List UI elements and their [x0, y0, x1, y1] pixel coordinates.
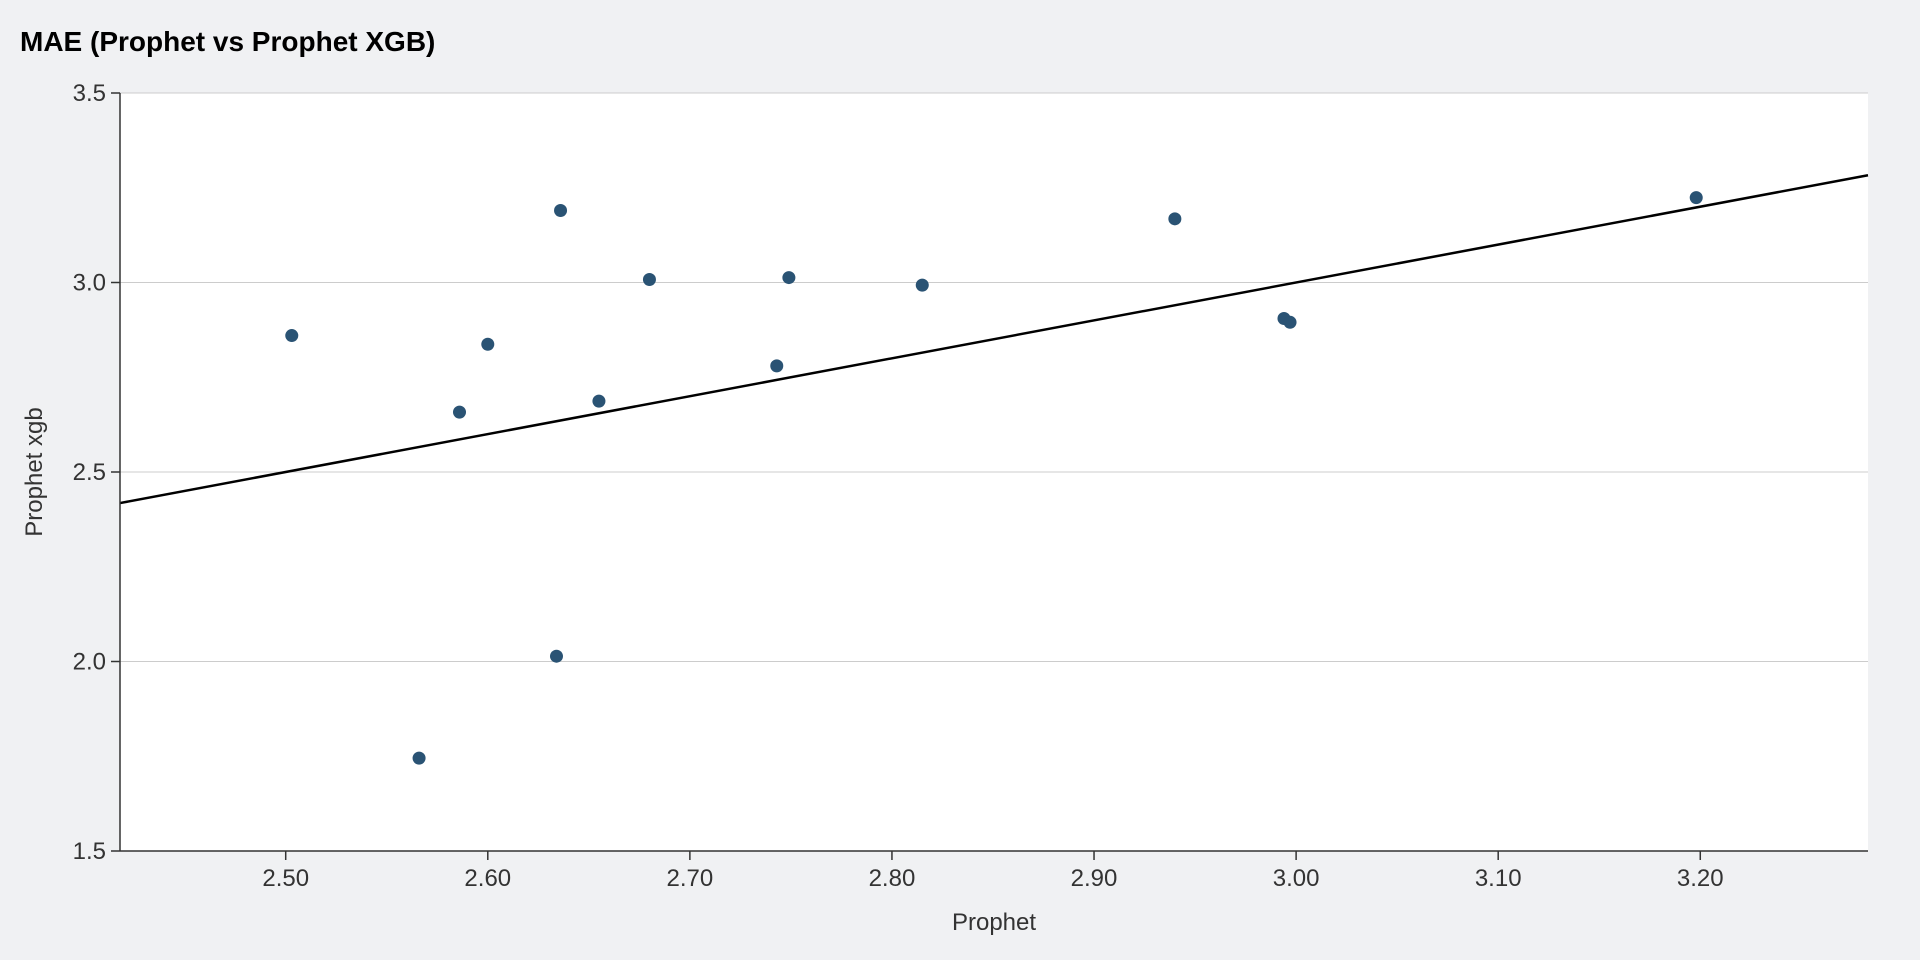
reference-line [119, 174, 1869, 505]
data-point [770, 359, 784, 373]
y-tick-label: 2.0 [73, 649, 106, 676]
x-ticks: 2.50 2.60 2.70 2.80 2.90 3.00 3.10 3.20 [262, 851, 1724, 892]
data-point [1168, 212, 1182, 226]
data-point [782, 271, 796, 285]
x-tick-label: 2.60 [464, 865, 511, 892]
chart-title: MAE (Prophet vs Prophet XGB) [20, 26, 436, 57]
y-ticks: 1.5 2.0 2.5 3.0 3.5 [73, 80, 120, 865]
data-point [452, 405, 466, 419]
y-tick-label: 2.5 [73, 459, 106, 486]
data-point [285, 329, 299, 343]
x-tick-label: 3.20 [1677, 865, 1724, 892]
data-point [481, 337, 495, 351]
x-axis-label: Prophet [952, 909, 1036, 936]
data-point [554, 203, 568, 217]
y-tick-label: 1.5 [73, 838, 106, 865]
data-point [592, 394, 606, 408]
data-point [412, 751, 426, 765]
data-point [1689, 191, 1703, 205]
data-points [285, 191, 1703, 765]
data-point [549, 649, 563, 663]
data-point [1283, 315, 1297, 329]
y-axis-label: Prophet xgb [21, 407, 48, 536]
x-tick-label: 2.50 [262, 865, 309, 892]
x-tick-label: 3.10 [1475, 865, 1522, 892]
x-tick-label: 2.80 [869, 865, 916, 892]
data-point [642, 272, 656, 286]
x-tick-label: 2.90 [1071, 865, 1118, 892]
y-tick-label: 3.5 [73, 80, 106, 107]
x-tick-label: 2.70 [667, 865, 714, 892]
data-point [915, 278, 929, 292]
y-tick-label: 3.0 [73, 270, 106, 297]
x-tick-label: 3.00 [1273, 865, 1320, 892]
